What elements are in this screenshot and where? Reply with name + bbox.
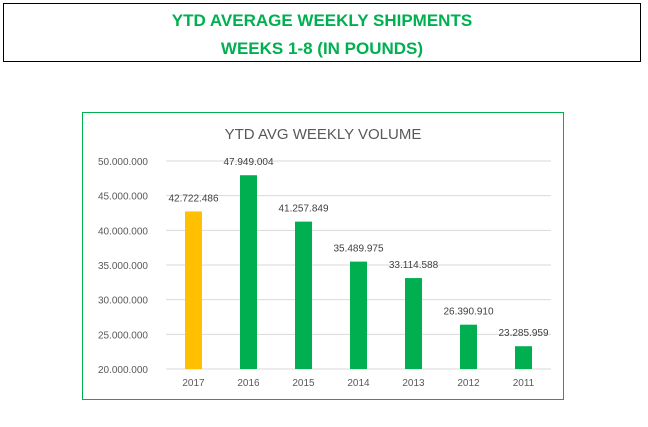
data-label-2014: 35.489.975 <box>333 244 383 255</box>
data-label-2016: 47.949.004 <box>223 157 273 168</box>
header-subtitle: WEEKS 1-8 (IN POUNDS) <box>220 39 424 58</box>
bar-2015 <box>295 221 312 369</box>
data-label-2011: 23.285.959 <box>498 328 548 339</box>
x-tick-label-2011: 2011 <box>513 378 535 389</box>
bar-2012 <box>460 324 477 369</box>
y-axis-labels: 20.000.000 25.000.000 30.000.000 35.000.000… <box>98 157 148 376</box>
x-tick-label-2016: 2016 <box>237 378 260 389</box>
data-label-2017: 42.722.486 <box>168 193 218 204</box>
y-tick-label: 45.000.000 <box>98 192 148 203</box>
bar-2016 <box>240 175 257 369</box>
bar-2017 <box>185 211 202 369</box>
y-tick-label: 20.000.000 <box>98 365 148 376</box>
data-label-2012: 26.390.910 <box>443 307 493 318</box>
bar-2014 <box>350 261 367 369</box>
header-title: YTD AVERAGE WEEKLY SHIPMENTS <box>171 11 473 30</box>
value-labels: 42.722.486 47.949.004 41.257.849 35.489.975… <box>168 157 548 339</box>
y-tick-label: 35.000.000 <box>98 261 148 272</box>
chart-frame: YTD AVG WEEKLY VOLUME 20.000.000 25.000.0… <box>82 112 564 400</box>
bar-2011 <box>515 346 532 369</box>
x-tick-label-2013: 2013 <box>402 378 425 389</box>
data-label-2015: 41.257.849 <box>278 204 328 215</box>
x-axis-labels: 2017 2016 2015 2014 2013 2012 2011 <box>182 378 534 389</box>
x-tick-label-2017: 2017 <box>182 378 205 389</box>
x-tick-label-2015: 2015 <box>292 378 315 389</box>
bars <box>185 175 532 369</box>
y-tick-label: 40.000.000 <box>98 226 148 237</box>
y-tick-label: 50.000.000 <box>98 157 148 168</box>
x-tick-label-2014: 2014 <box>347 378 370 389</box>
bar-2013 <box>405 278 422 369</box>
y-tick-label: 25.000.000 <box>98 330 148 341</box>
y-tick-label: 30.000.000 <box>98 296 148 307</box>
x-tick-label-2012: 2012 <box>457 378 480 389</box>
data-label-2013: 33.114.588 <box>389 260 439 271</box>
header-box: YTD AVERAGE WEEKLY SHIPMENTS WEEKS 1-8 (… <box>3 3 641 62</box>
chart-title: YTD AVG WEEKLY VOLUME <box>225 126 422 143</box>
bar-chart: YTD AVG WEEKLY VOLUME 20.000.000 25.000.0… <box>98 126 551 389</box>
